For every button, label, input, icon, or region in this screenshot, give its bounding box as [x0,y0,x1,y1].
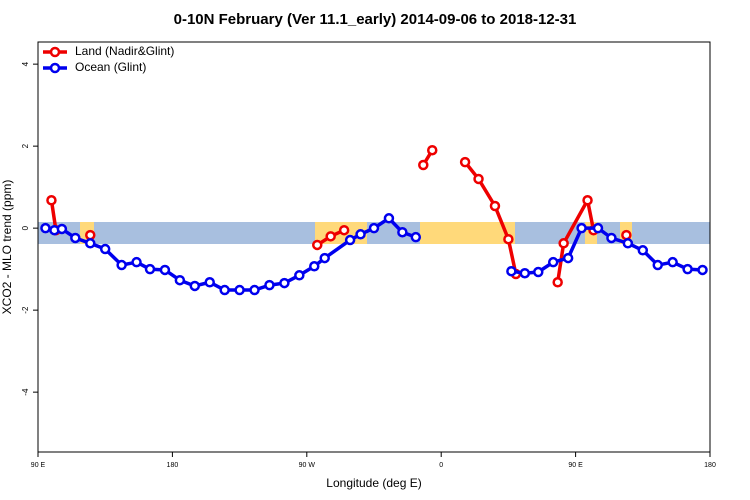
point [312,239,323,251]
y-axis-label: XCO2 - MLO trend (ppm) [0,180,14,315]
y-tick-label: -4 [21,388,30,396]
point [344,234,356,246]
y-tick-label: 4 [21,61,30,66]
point [621,229,632,241]
legend-label: Ocean (Glint) [75,60,146,74]
x-tick-label: 180 [167,462,179,469]
point [667,256,678,268]
point [279,277,290,289]
point [325,231,336,242]
x-tick-label: 180 [704,462,716,469]
point [56,223,68,235]
point [174,274,186,286]
point [506,265,517,277]
point [576,222,587,234]
point [144,263,156,275]
point [46,195,57,206]
point [70,232,81,244]
legend-marker [49,46,61,58]
point [131,256,142,268]
point [606,232,617,244]
point [519,267,531,279]
land-patch [420,222,515,244]
point [489,200,501,212]
point [234,284,245,296]
y-tick-label: 0 [21,225,30,230]
point [426,144,438,156]
point [697,264,708,276]
point [682,263,693,275]
point [189,280,201,292]
point [368,222,380,234]
point [592,222,604,234]
point [562,252,574,264]
point [40,222,51,234]
point [294,270,305,281]
x-tick-label: 90 E [31,462,46,469]
point [159,264,171,276]
point [319,252,330,264]
point [503,233,514,245]
point [85,238,96,249]
legend-label: Land (Nadir&Glint) [75,44,174,58]
x-axis-label: Longitude (deg E) [326,476,421,490]
point [85,229,96,241]
point [204,277,215,288]
point [264,279,275,291]
point [355,229,366,240]
point [338,224,350,236]
x-tick-label: 0 [439,462,443,469]
point [622,238,634,249]
point [99,243,111,255]
point [637,245,649,256]
point [397,226,408,238]
point [116,259,127,271]
y-tick-label: 2 [21,143,30,148]
point [309,261,320,272]
legend-marker [49,62,61,74]
point [552,277,563,288]
y-tick-label: -2 [21,306,30,314]
x-tick-label: 90 W [299,462,316,469]
point [547,256,559,268]
point [249,284,260,296]
plot-frame [37,41,711,453]
point [533,266,544,278]
point [652,259,663,271]
point [582,195,593,206]
x-tick-label: 90 E [568,462,583,469]
point [219,284,230,296]
point [418,159,429,171]
point [410,231,422,243]
point [459,156,471,168]
point [558,238,569,249]
point [383,213,395,224]
chart-title: 0-10N February (Ver 11.1_early) 2014-09-… [174,11,577,28]
point [473,173,484,185]
